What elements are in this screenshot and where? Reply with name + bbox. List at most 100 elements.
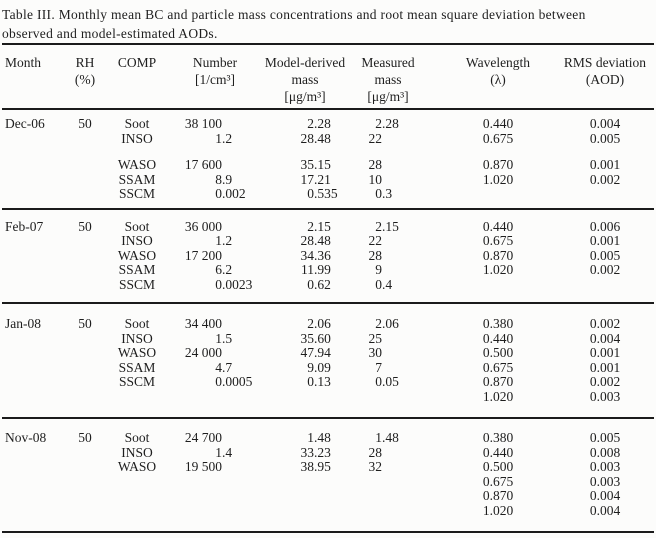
table-row: INSO 1.5 35.60 25 0.440 0.004 bbox=[2, 330, 654, 347]
rms-cell: 0.004 bbox=[589, 488, 621, 503]
number-cell: 36 000 bbox=[172, 219, 258, 235]
rh-cell bbox=[68, 332, 102, 347]
model-mass-cell: 28.48 bbox=[258, 233, 352, 249]
measured-mass-cell-dec: .05 bbox=[382, 374, 399, 389]
model-mass-cell-int: 0 bbox=[307, 186, 314, 201]
col-header-rh: RH (%) bbox=[74, 55, 96, 87]
comp-cell: Soot bbox=[124, 218, 150, 234]
month-cell bbox=[2, 504, 68, 519]
rh-cell bbox=[68, 475, 102, 490]
number-cell: 34 400 bbox=[172, 316, 258, 332]
number-cell-dec bbox=[222, 249, 258, 264]
measured-mass-cell: 22 bbox=[352, 233, 440, 249]
wavelength-cell bbox=[440, 278, 556, 293]
comp-cell bbox=[102, 504, 172, 519]
measured-mass-cell-dec: .28 bbox=[382, 116, 399, 131]
model-mass-cell bbox=[258, 475, 352, 490]
measured-mass-cell-int: 0 bbox=[375, 276, 382, 292]
comp-cell: Soot bbox=[124, 316, 150, 331]
number-cell-dec bbox=[222, 460, 258, 475]
number-cell-int: 6 bbox=[215, 262, 222, 277]
table-row: SSCM 0.0005 0.13 0.05 0.870 0.002 bbox=[2, 374, 654, 390]
rh-cell bbox=[68, 446, 102, 461]
month-cell: Nov-08 bbox=[5, 430, 47, 445]
rms-cell: 0.001 bbox=[589, 359, 621, 375]
col-header-comp: COMP bbox=[117, 55, 157, 70]
rh-cell bbox=[68, 504, 102, 519]
measured-mass-cell-dec bbox=[382, 346, 440, 361]
month-cell bbox=[2, 446, 68, 461]
model-mass-cell-int: 38 bbox=[300, 459, 315, 474]
number-cell-int: 1 bbox=[215, 330, 222, 346]
model-mass-cell: 34.36 bbox=[258, 248, 352, 264]
comp-cell: INSO bbox=[121, 130, 153, 146]
table-row: Dec-06 50 Soot 38 100 2.28 2.28 0.440 0.004 bbox=[2, 116, 654, 132]
comp-cell: WASO bbox=[117, 459, 157, 474]
number-cell-dec bbox=[222, 504, 258, 519]
rh-cell bbox=[68, 263, 102, 278]
number-cell-dec bbox=[222, 317, 258, 332]
model-mass-cell-int bbox=[258, 504, 314, 519]
wavelength-cell: 0.440 bbox=[482, 330, 514, 346]
table-row: INSO 1.2 28.48 22 0.675 0.005 bbox=[2, 130, 654, 147]
measured-mass-cell-dec: .15 bbox=[382, 218, 399, 234]
comp-cell: INSO bbox=[121, 233, 153, 248]
rms-cell: 0.004 bbox=[589, 502, 621, 518]
month-cell bbox=[2, 460, 68, 475]
caption-line-1: Table III. Monthly mean BC and particle … bbox=[2, 7, 586, 22]
model-mass-cell bbox=[258, 390, 352, 405]
rms-cell: 0.001 bbox=[589, 157, 621, 172]
measured-mass-cell: 30 bbox=[352, 345, 440, 361]
number-cell: 24 700 bbox=[172, 430, 258, 446]
col-header-number: Number [1/cm³] bbox=[192, 55, 238, 87]
col-header-rms: RMS deviation (AOD) bbox=[563, 55, 647, 87]
rms-cell: 0.002 bbox=[589, 171, 621, 187]
number-cell bbox=[172, 504, 258, 519]
model-mass-cell-dec: .48 bbox=[314, 430, 331, 445]
month-block: Feb-07 50 Soot 36 000 2.15 2.15 0.440 0.006 INSO… bbox=[2, 210, 654, 303]
number-cell-dec: .2 bbox=[222, 262, 233, 277]
measured-mass-cell: 0.3 bbox=[352, 186, 440, 202]
number-cell-dec bbox=[222, 220, 258, 235]
model-mass-cell: 33.23 bbox=[258, 445, 352, 461]
model-mass-cell: 35.60 bbox=[258, 331, 352, 347]
rh-cell bbox=[68, 346, 102, 361]
model-mass-cell-dec: .48 bbox=[314, 130, 331, 146]
wavelength-cell: 0.675 bbox=[482, 130, 514, 146]
model-mass-cell: 11.99 bbox=[258, 262, 352, 278]
month-cell bbox=[2, 361, 68, 376]
number-cell-int: 0 bbox=[215, 276, 222, 292]
rh-cell bbox=[68, 173, 102, 188]
model-mass-cell-int bbox=[258, 390, 314, 405]
number-cell-int bbox=[172, 475, 222, 490]
number-cell-dec: .5 bbox=[222, 330, 233, 346]
month-cell bbox=[2, 249, 68, 264]
rms-cell: 0.003 bbox=[589, 459, 621, 474]
measured-mass-cell-int: 0 bbox=[375, 186, 382, 201]
measured-mass-cell-int: 7 bbox=[375, 359, 382, 375]
table-row: WASO 24 000 47.94 30 0.500 0.001 bbox=[2, 345, 654, 361]
measured-mass-cell-int: 10 bbox=[368, 171, 383, 187]
rms-cell: 0.006 bbox=[589, 218, 621, 234]
model-mass-cell-dec bbox=[314, 475, 352, 490]
measured-mass-cell-dec bbox=[382, 390, 440, 405]
measured-mass-cell-int bbox=[352, 489, 382, 504]
measured-mass-cell-dec bbox=[382, 460, 440, 475]
number-cell-dec bbox=[222, 431, 258, 446]
model-mass-cell-int: 35 bbox=[300, 157, 315, 172]
rms-cell: 0.008 bbox=[589, 444, 621, 460]
measured-mass-cell-int: 28 bbox=[368, 444, 383, 460]
model-mass-cell-dec bbox=[314, 489, 352, 504]
rms-cell: 0.002 bbox=[589, 262, 621, 277]
number-cell-int: 0 bbox=[215, 186, 222, 201]
rule-block-separator bbox=[2, 417, 654, 419]
table-row: SSAM 4.7 9.09 7 0.675 0.001 bbox=[2, 359, 654, 376]
rh-cell bbox=[68, 249, 102, 264]
measured-mass-cell-int: 30 bbox=[368, 345, 383, 360]
measured-mass-cell: 2.15 bbox=[352, 218, 440, 235]
caption-line-2: observed and model-estimated AODs. bbox=[2, 26, 218, 41]
number-cell-int: 17 600 bbox=[184, 157, 222, 172]
model-mass-cell bbox=[258, 489, 352, 504]
rms-cell: 0.003 bbox=[589, 388, 621, 404]
number-cell: 1.2 bbox=[172, 131, 258, 147]
